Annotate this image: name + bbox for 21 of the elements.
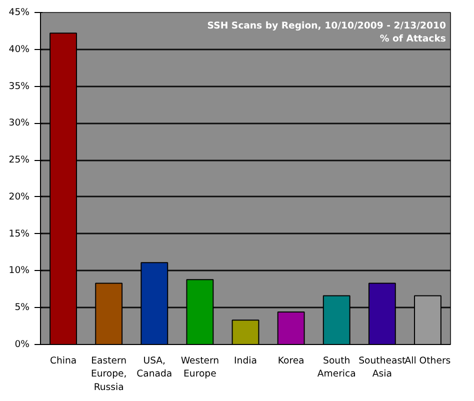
y-tick-label: 0%: [14, 339, 30, 350]
x-tick-label: Western Europe: [180, 356, 220, 380]
y-tick-label: 15%: [8, 228, 30, 240]
x-tick-label: India: [234, 356, 257, 366]
x-tick-label: Southeast Asia: [358, 356, 406, 380]
text: % of Attacks: [380, 34, 446, 44]
y-tick-label: 20%: [8, 191, 30, 202]
x-tick-label: Korea: [278, 356, 304, 366]
text: SSH Scans by Region, 10/10/2009 - 2/13/2010: [207, 20, 446, 32]
x-tick-label: South America: [317, 356, 356, 380]
y-tick-label: 35%: [8, 80, 30, 92]
y-tick-label: 5%: [14, 302, 30, 314]
y-tick-label: 40%: [8, 44, 30, 55]
y-tick-label: 25%: [8, 154, 30, 166]
x-tick-label: Eastern Europe, Russia: [90, 356, 127, 393]
x-tick-label: All Others: [404, 356, 451, 366]
x-tick-label: USA, Canada: [136, 356, 172, 380]
y-tick-label: 45%: [8, 7, 30, 18]
x-tick-label: China: [50, 356, 77, 366]
y-tick-label: 30%: [8, 118, 30, 129]
y-tick-label: 10%: [8, 265, 30, 276]
